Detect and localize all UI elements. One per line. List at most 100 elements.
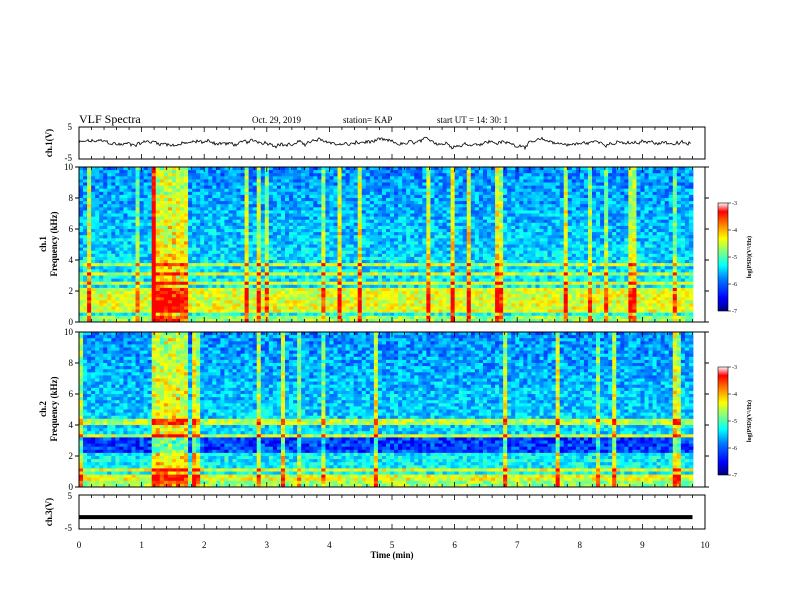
spectrogram-cell xyxy=(123,204,128,208)
spectrogram-cell xyxy=(333,297,338,301)
spectrogram-cell xyxy=(337,306,342,310)
spectrogram-cell xyxy=(394,247,399,252)
spectrogram-cell xyxy=(103,244,108,248)
spectrogram-cell xyxy=(349,287,355,292)
spectrogram-cell xyxy=(466,306,472,310)
spectrogram-cell xyxy=(200,294,205,298)
spectrogram-cell xyxy=(301,176,306,180)
spectrogram-cell xyxy=(220,260,225,264)
spectrogram-cell xyxy=(377,297,383,301)
spectrogram-cell xyxy=(418,241,423,245)
spectrogram-cell xyxy=(260,300,266,304)
spectrogram-cell xyxy=(341,232,347,236)
spectrogram-cell xyxy=(159,260,165,264)
spectrogram-cell xyxy=(91,179,96,183)
spectrogram-cell xyxy=(103,201,108,205)
spectrogram-cell xyxy=(289,235,294,239)
spectrogram-cell xyxy=(438,225,443,230)
spectrogram-cell xyxy=(200,235,205,239)
spectrogram-cell xyxy=(373,241,379,245)
spectrogram-cell xyxy=(139,194,145,199)
spectrogram-cell xyxy=(79,216,84,221)
spectrogram-cell xyxy=(305,213,310,217)
spectrogram-cell xyxy=(466,191,472,196)
spectrogram-cell xyxy=(244,318,250,323)
spectrogram-cell xyxy=(159,198,165,202)
spectrogram-cell xyxy=(325,309,330,314)
spectrogram-cell xyxy=(220,222,225,227)
spectrogram-cell xyxy=(446,235,452,239)
spectrogram-cell xyxy=(369,315,375,320)
spectrogram-cell xyxy=(361,238,367,242)
spectrogram-cell xyxy=(256,207,262,211)
spectrogram-cell xyxy=(216,269,221,273)
spectrogram-cell xyxy=(341,287,347,292)
spectrogram-cell xyxy=(103,306,108,310)
spectrogram-cell xyxy=(297,185,302,190)
spectrogram-cell xyxy=(175,235,181,239)
spectrogram-cell xyxy=(478,253,484,258)
spectrogram-cell xyxy=(127,185,132,190)
spectrogram-cell xyxy=(83,219,88,224)
spectrogram-cell xyxy=(147,210,153,214)
spectrogram-cell xyxy=(297,269,302,273)
spectrogram-cell xyxy=(474,188,480,193)
spectrogram-cell xyxy=(240,219,246,224)
spectrogram-cell xyxy=(309,229,314,233)
spectrogram-cell xyxy=(470,278,476,283)
spectrogram-cell xyxy=(95,309,100,314)
spectrogram-cell xyxy=(264,201,270,205)
spectrogram-cell xyxy=(422,278,427,283)
spectrogram-cell xyxy=(184,204,189,208)
spectrogram-cell xyxy=(450,201,456,205)
spectrogram-cell xyxy=(276,182,282,186)
spectrogram-cell xyxy=(103,213,108,217)
spectrogram-cell xyxy=(458,272,464,276)
spectrogram-cell xyxy=(276,306,282,310)
spectrogram-cell xyxy=(280,287,286,292)
spectrogram-cell xyxy=(212,247,217,252)
spectrogram-cell xyxy=(434,272,439,276)
spectrogram-cell xyxy=(357,269,363,273)
spectrogram-cell xyxy=(470,253,476,258)
spectrogram-cell xyxy=(131,303,136,307)
spectrogram-cell xyxy=(175,256,181,261)
spectrogram-cell xyxy=(272,194,278,199)
spectrogram-cell xyxy=(252,303,258,307)
spectrogram-cell xyxy=(224,241,229,245)
spectrogram-cell xyxy=(313,225,318,230)
spectrogram-cell xyxy=(305,225,310,230)
spectrogram-cell xyxy=(422,269,427,273)
spectrogram-cell xyxy=(321,216,326,221)
spectrogram-cell xyxy=(220,256,225,261)
spectrogram-cell xyxy=(179,260,185,264)
spectrogram-cell xyxy=(131,297,136,301)
spectrogram-cell xyxy=(369,241,375,245)
spectrogram-cell xyxy=(188,185,193,190)
spectrogram-cell xyxy=(381,306,387,310)
spectrogram-cell xyxy=(280,219,286,224)
spectrogram-cell xyxy=(458,191,464,196)
spectrogram-cell xyxy=(289,278,294,283)
spectrogram-cell xyxy=(107,269,112,273)
spectrogram-cell xyxy=(414,173,419,177)
spectrogram-cell xyxy=(196,182,201,186)
spectrogram-cell xyxy=(264,253,270,258)
spectrogram-cell xyxy=(305,201,310,205)
spectrogram-cell xyxy=(123,194,128,199)
spectrogram-cell xyxy=(79,300,84,304)
spectrogram-cell xyxy=(414,281,419,286)
spectrogram-cell xyxy=(454,176,460,180)
spectrogram-cell xyxy=(228,225,233,230)
spectrogram-cell xyxy=(159,253,165,258)
spectrogram-cell xyxy=(224,176,229,180)
spectrogram-cell xyxy=(232,232,237,236)
spectrogram-cell xyxy=(390,188,395,193)
spectrogram-cell xyxy=(333,225,338,230)
spectrogram-cell xyxy=(276,194,282,199)
spectrogram-cell xyxy=(373,250,379,255)
spectrogram-cell xyxy=(95,260,100,264)
spectrogram-cell xyxy=(317,303,322,307)
spectrogram-cell xyxy=(458,294,464,298)
spectrogram-cell xyxy=(119,176,124,180)
